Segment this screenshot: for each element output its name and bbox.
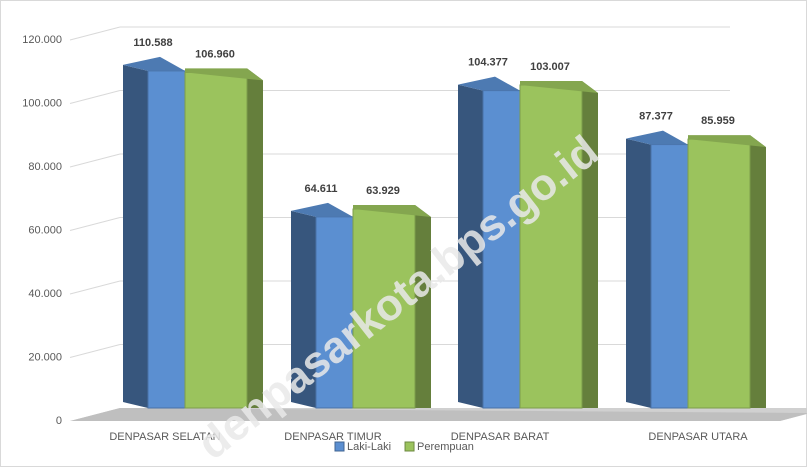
bar-top <box>520 80 598 93</box>
bar-top <box>458 76 520 91</box>
grid-line <box>69 90 121 104</box>
x-tick-label: DENPASAR UTARA <box>648 431 748 443</box>
legend-swatch <box>404 441 415 452</box>
bar-top <box>688 135 766 148</box>
y-tick-label: 40.000 <box>28 288 62 300</box>
bar-front <box>687 138 751 409</box>
bar-front <box>650 144 689 409</box>
bar <box>184 68 263 409</box>
bar-front <box>519 84 583 409</box>
value-label: 110.588 <box>133 37 172 49</box>
x-tick-label: DENPASAR SELATAN <box>109 431 220 443</box>
value-label: 104.377 <box>468 57 508 69</box>
bar-front <box>147 70 186 409</box>
y-tick-label: 100.000 <box>22 97 62 109</box>
bar-top <box>626 130 688 145</box>
bar <box>458 76 521 409</box>
grid-line <box>69 26 121 41</box>
value-label: 85.959 <box>701 115 735 127</box>
bar-side <box>123 64 148 408</box>
bar <box>687 135 766 409</box>
grid-line <box>69 217 121 231</box>
grid-line <box>69 280 121 295</box>
value-label: 103.007 <box>530 61 570 73</box>
bar <box>519 80 598 409</box>
bar-side <box>626 138 651 409</box>
x-tick-label: DENPASAR BARAT <box>451 431 550 443</box>
bar-top <box>353 205 431 218</box>
legend-label: Perempuan <box>417 441 474 453</box>
floor-top <box>70 408 807 421</box>
bar-front <box>184 71 248 409</box>
x-tick-label: DENPASAR TIMUR <box>284 431 381 443</box>
legend-swatch <box>334 441 345 452</box>
value-label: 106.960 <box>195 48 235 60</box>
bar-side <box>415 205 431 408</box>
bar-top <box>291 202 353 217</box>
y-tick-label: 80.000 <box>28 161 62 173</box>
bar-front <box>352 208 416 409</box>
bar <box>626 130 689 409</box>
value-label: 63.929 <box>366 185 400 197</box>
bar-side <box>247 68 263 408</box>
bar-top <box>185 68 263 81</box>
bar <box>123 56 186 409</box>
bar-top <box>123 56 185 71</box>
value-label: 64.611 <box>304 183 337 195</box>
bar-front <box>482 90 521 409</box>
bar-side <box>291 210 316 408</box>
grid-line <box>69 344 121 358</box>
y-tick-label: 20.000 <box>28 351 62 363</box>
bar <box>352 205 431 409</box>
y-tick-label: 60.000 <box>28 224 62 236</box>
grid-line <box>69 153 121 168</box>
value-label: 87.377 <box>639 110 673 122</box>
bar-side <box>458 84 483 408</box>
y-tick-label: 120.000 <box>22 34 62 46</box>
y-tick-label: 0 <box>56 415 62 427</box>
bar <box>291 202 354 409</box>
bar-side <box>582 80 598 409</box>
legend-label: Laki-Laki <box>347 441 391 453</box>
bar-side <box>750 135 766 408</box>
